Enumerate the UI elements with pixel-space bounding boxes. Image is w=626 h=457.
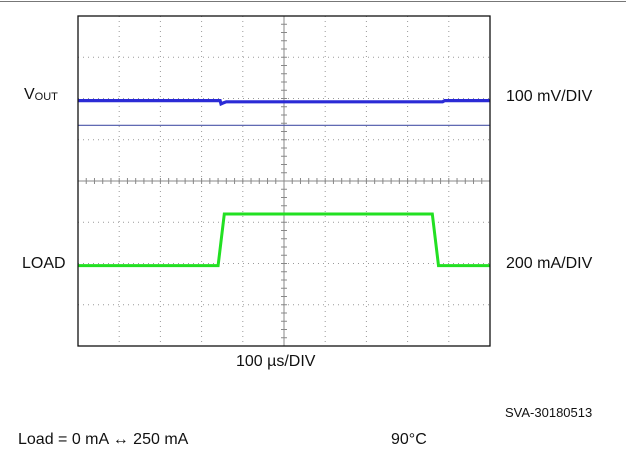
center-axis-ticks xyxy=(77,15,491,347)
load-label: LOAD xyxy=(22,255,66,272)
load-condition: Load = 0 mA ↔ 250 mA xyxy=(18,431,189,448)
load-trace xyxy=(78,212,490,268)
plot-frame xyxy=(77,15,491,347)
figure-id: SVA-30180513 xyxy=(505,405,593,420)
vout-label: VOUT xyxy=(24,86,58,103)
vout-trace xyxy=(78,98,490,107)
temperature-condition: 90°C xyxy=(391,431,427,448)
vout-scale-label: 100 mV/DIV xyxy=(506,88,593,105)
load-scale-label: 200 mA/DIV xyxy=(506,255,593,272)
time-scale-label: 100 µs/DIV xyxy=(236,353,316,370)
